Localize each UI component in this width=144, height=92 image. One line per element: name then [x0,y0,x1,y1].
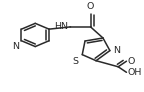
Text: S: S [72,57,78,66]
Text: N: N [12,42,19,51]
Text: HN: HN [54,22,68,31]
Text: O: O [128,57,135,66]
Text: O: O [87,2,94,11]
Text: OH: OH [128,68,142,77]
Text: N: N [113,46,120,55]
